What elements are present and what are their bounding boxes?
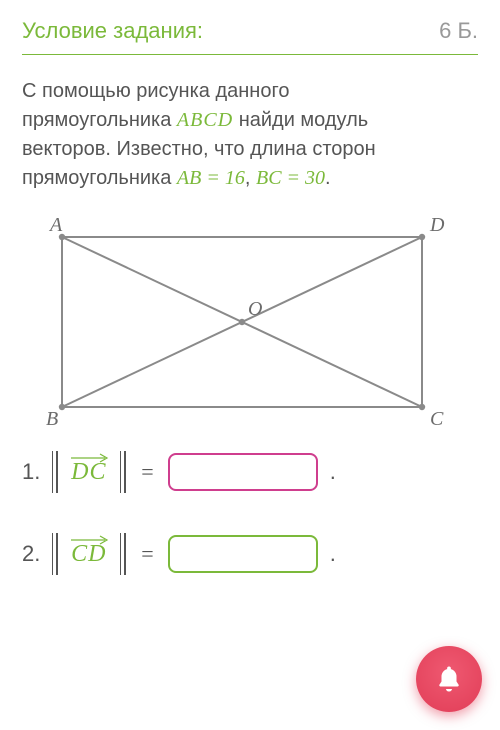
answer-input-1[interactable] [168,453,318,491]
answer-number: 2. [22,541,40,567]
math-ab: AB = 16 [177,167,245,189]
text-line: прямоугольника [22,167,177,189]
header-points: 6 Б. [439,18,478,44]
abs-bar-left [50,451,59,493]
answer-period: . [330,541,336,567]
figure-container: A B C D O [0,207,500,443]
answer-row: 1. DC = . [22,451,478,493]
answer-period: . [330,459,336,485]
header: Условие задания: 6 Б. [0,0,500,54]
answers-block: 1. DC = . 2. CD = . [0,443,500,575]
svg-text:O: O [248,298,262,320]
math-rect-name: ABCD [177,109,233,131]
vector-arrow-icon [69,453,109,463]
vector-label: DC [69,459,108,486]
abs-bar-right [118,533,127,575]
answer-number: 1. [22,459,40,485]
rectangle-figure: A B C D O [22,207,452,437]
abs-bar-left [50,533,59,575]
svg-text:C: C [430,408,444,430]
text-line: прямоугольника [22,109,177,131]
text-line: найди модуль [233,109,368,131]
bell-icon [434,664,464,694]
svg-text:A: A [48,214,63,236]
header-title: Условие задания: [22,18,203,44]
answer-input-2[interactable] [168,535,318,573]
text-line: векторов. Известно, что длина сторон [22,138,376,160]
text-comma: , [245,167,256,189]
answer-row: 2. CD = . [22,533,478,575]
vector-arrow-icon [69,535,109,545]
vector-label: CD [69,541,108,568]
equals-sign: = [141,541,153,567]
svg-text:B: B [46,408,58,430]
problem-text: С помощью рисунка данного прямоугольника… [0,55,500,207]
text-period: . [325,167,331,189]
notifications-button[interactable] [416,646,482,712]
text-line: С помощью рисунка данного [22,80,289,102]
svg-text:D: D [429,214,445,236]
math-bc: BC = 30 [256,167,325,189]
equals-sign: = [141,459,153,485]
abs-bar-right [118,451,127,493]
